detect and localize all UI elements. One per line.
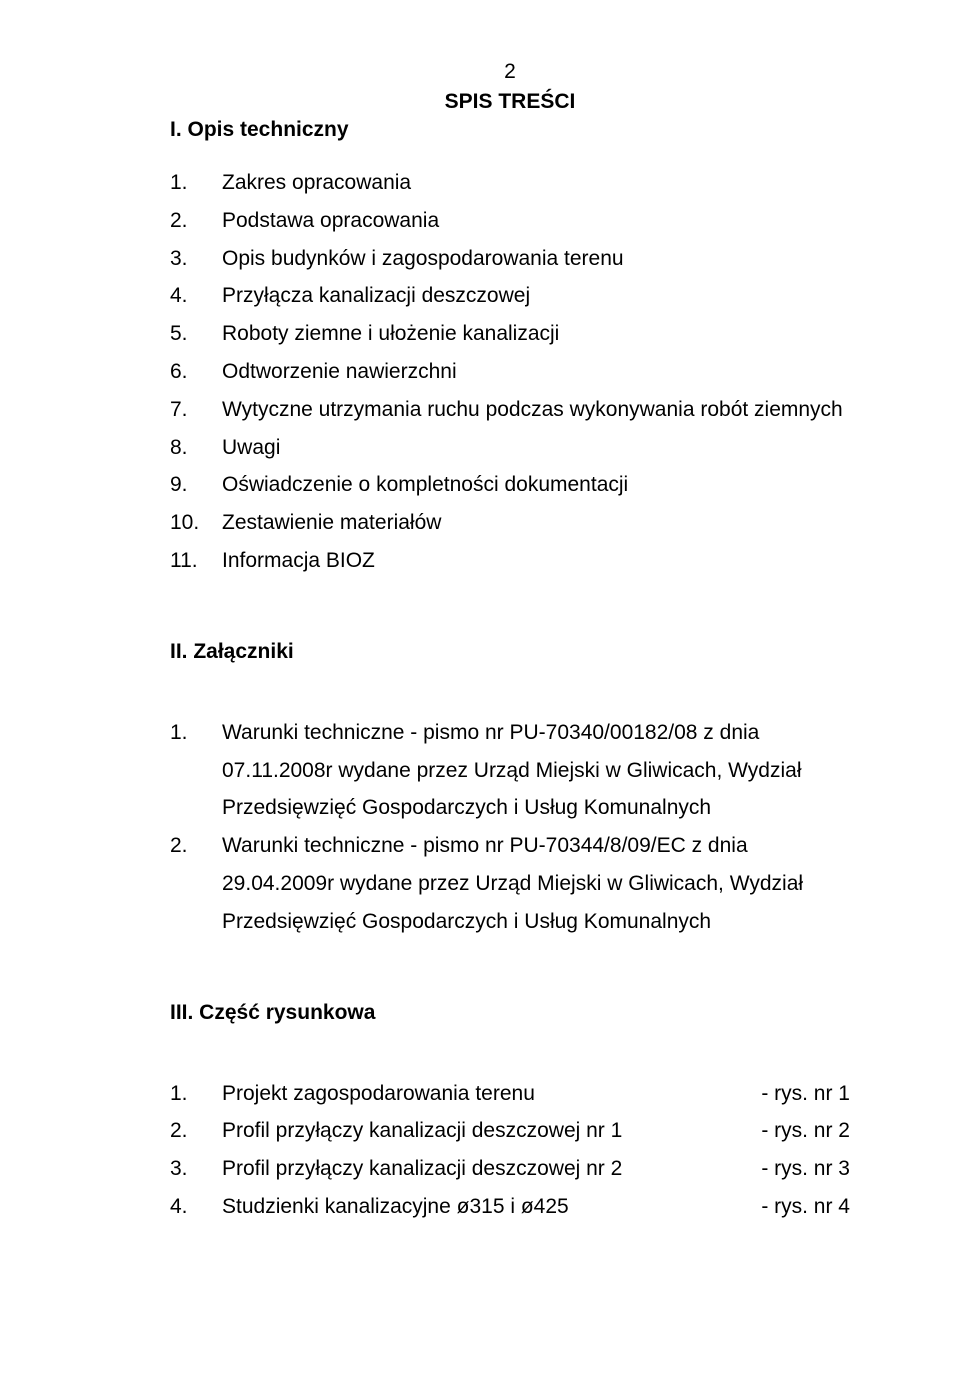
- item-number: 4.: [170, 277, 222, 315]
- list-item: 6.Odtworzenie nawierzchni: [170, 353, 850, 391]
- item-number: 3.: [170, 240, 222, 278]
- list-item: 9.Oświadczenie o kompletności dokumentac…: [170, 466, 850, 504]
- page-title: SPIS TREŚCI: [170, 90, 850, 114]
- section-3-heading: III. Część rysunkowa: [170, 1001, 850, 1025]
- item-text: Warunki techniczne - pismo nr PU-70344/8…: [222, 827, 850, 940]
- item-number: 11.: [170, 542, 222, 580]
- list-item: 2. Warunki techniczne - pismo nr PU-7034…: [170, 827, 850, 940]
- item-number: 5.: [170, 315, 222, 353]
- spacer: [170, 941, 850, 979]
- item-text: Wytyczne utrzymania ruchu podczas wykony…: [222, 391, 850, 429]
- list-item: 11.Informacja BIOZ: [170, 542, 850, 580]
- item-number: 2.: [170, 1112, 222, 1150]
- item-number: 1.: [170, 164, 222, 202]
- item-text: Opis budynków i zagospodarowania terenu: [222, 240, 850, 278]
- item-text: Zestawienie materiałów: [222, 504, 850, 542]
- item-text: Warunki techniczne - pismo nr PU-70340/0…: [222, 714, 850, 827]
- item-text: Podstawa opracowania: [222, 202, 850, 240]
- item-ref: - rys. nr 4: [741, 1188, 850, 1226]
- item-number: 7.: [170, 391, 222, 429]
- item-number: 10.: [170, 504, 222, 542]
- spacer: [170, 1047, 850, 1075]
- list-item: 3.Opis budynków i zagospodarowania teren…: [170, 240, 850, 278]
- list-item: 5.Roboty ziemne i ułożenie kanalizacji: [170, 315, 850, 353]
- list-item: 1. Warunki techniczne - pismo nr PU-7034…: [170, 714, 850, 827]
- page-number: 2: [170, 60, 850, 84]
- spacer: [170, 580, 850, 618]
- list-item: 1. Projekt zagospodarowania terenu - rys…: [170, 1075, 850, 1113]
- item-ref: - rys. nr 3: [741, 1150, 850, 1188]
- item-text: Oświadczenie o kompletności dokumentacji: [222, 466, 850, 504]
- item-text: Profil przyłączy kanalizacji deszczowej …: [222, 1112, 741, 1150]
- item-text: Informacja BIOZ: [222, 542, 850, 580]
- spacer: [170, 686, 850, 714]
- item-number: 3.: [170, 1150, 222, 1188]
- list-item: 3. Profil przyłączy kanalizacji deszczow…: [170, 1150, 850, 1188]
- item-text: Studzienki kanalizacyjne ø315 i ø425: [222, 1188, 741, 1226]
- list-item: 1.Zakres opracowania: [170, 164, 850, 202]
- item-ref: - rys. nr 2: [741, 1112, 850, 1150]
- item-number: 2.: [170, 202, 222, 240]
- item-number: 2.: [170, 827, 222, 865]
- item-text: Uwagi: [222, 429, 850, 467]
- item-number: 9.: [170, 466, 222, 504]
- item-text: Odtworzenie nawierzchni: [222, 353, 850, 391]
- section-1-list: 1.Zakres opracowania 2.Podstawa opracowa…: [170, 164, 850, 580]
- item-number: 8.: [170, 429, 222, 467]
- document-page: 2 SPIS TREŚCI I. Opis techniczny 1.Zakre…: [0, 0, 960, 1377]
- list-item: 10.Zestawienie materiałów: [170, 504, 850, 542]
- item-number: 6.: [170, 353, 222, 391]
- item-number: 1.: [170, 1075, 222, 1113]
- list-item: 7.Wytyczne utrzymania ruchu podczas wyko…: [170, 391, 850, 429]
- item-text: Roboty ziemne i ułożenie kanalizacji: [222, 315, 850, 353]
- item-text: Projekt zagospodarowania terenu: [222, 1075, 741, 1113]
- item-text: Profil przyłączy kanalizacji deszczowej …: [222, 1150, 741, 1188]
- section-2-heading: II. Załączniki: [170, 640, 850, 664]
- item-number: 4.: [170, 1188, 222, 1226]
- section-1-heading: I. Opis techniczny: [170, 118, 850, 142]
- list-item: 4. Studzienki kanalizacyjne ø315 i ø425 …: [170, 1188, 850, 1226]
- list-item: 8.Uwagi: [170, 429, 850, 467]
- item-text: Zakres opracowania: [222, 164, 850, 202]
- list-item: 2. Profil przyłączy kanalizacji deszczow…: [170, 1112, 850, 1150]
- item-ref: - rys. nr 1: [741, 1075, 850, 1113]
- list-item: 2.Podstawa opracowania: [170, 202, 850, 240]
- list-item: 4.Przyłącza kanalizacji deszczowej: [170, 277, 850, 315]
- item-text: Przyłącza kanalizacji deszczowej: [222, 277, 850, 315]
- section-2-list: 1. Warunki techniczne - pismo nr PU-7034…: [170, 714, 850, 941]
- section-3-list: 1. Projekt zagospodarowania terenu - rys…: [170, 1075, 850, 1226]
- item-number: 1.: [170, 714, 222, 752]
